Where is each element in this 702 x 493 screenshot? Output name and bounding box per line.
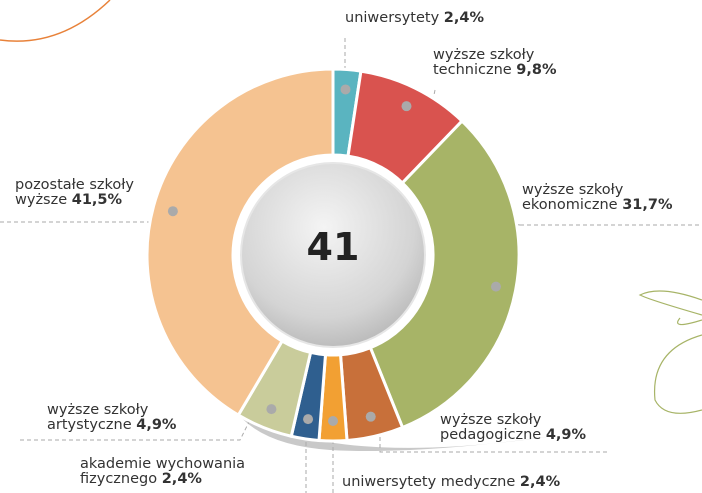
infographic: 41 uniwersytety 2,4% wyższe szkoły techni… [0, 0, 702, 493]
segment-label: wyższe szkoły techniczne 9,8% [433, 48, 583, 78]
label-dot [401, 101, 411, 111]
segment-label: wyższe szkoły pedagogiczne 4,9% [440, 413, 640, 443]
segment-label: akademie wychowania fizycznego 2,4% [80, 457, 300, 487]
category-name: wyższe szkoły ekonomiczne [522, 182, 623, 213]
leader [498, 222, 702, 225]
category-name: wyższe szkoły pedagogiczne [440, 412, 541, 443]
value-label: 2,4% [444, 10, 484, 26]
label-dot [341, 84, 351, 94]
value-label: 4,9% [546, 427, 586, 443]
label-dot [366, 412, 376, 422]
label-dot [328, 416, 338, 426]
segment-label: wyższe szkoły ekonomiczne 31,7% [522, 183, 702, 213]
value-label: 2,4% [520, 474, 560, 490]
category-name: uniwersytety [345, 10, 439, 26]
value-label: 9,8% [516, 62, 556, 78]
label-dot [303, 414, 313, 424]
segment-label: wyższe szkoły artystyczne 4,9% [47, 403, 207, 433]
segment-label: uniwersytety medyczne 2,4% [342, 475, 642, 490]
center-value: 41 [283, 225, 383, 269]
label-dot [491, 282, 501, 292]
value-label: 31,7% [622, 197, 672, 213]
label-dot [266, 404, 276, 414]
segment-label: uniwersytety 2,4% [345, 11, 545, 26]
value-label: 2,4% [162, 471, 202, 487]
segment-label: pozostałe szkoły wyższe 41,5% [15, 178, 175, 208]
value-label: 4,9% [136, 417, 176, 433]
decor-arc [0, 0, 110, 41]
decor-swirl [640, 291, 702, 413]
category-name: wyższe szkoły artystyczne [47, 402, 148, 433]
category-name: uniwersytety medyczne [342, 474, 515, 490]
value-label: 41,5% [72, 192, 122, 208]
